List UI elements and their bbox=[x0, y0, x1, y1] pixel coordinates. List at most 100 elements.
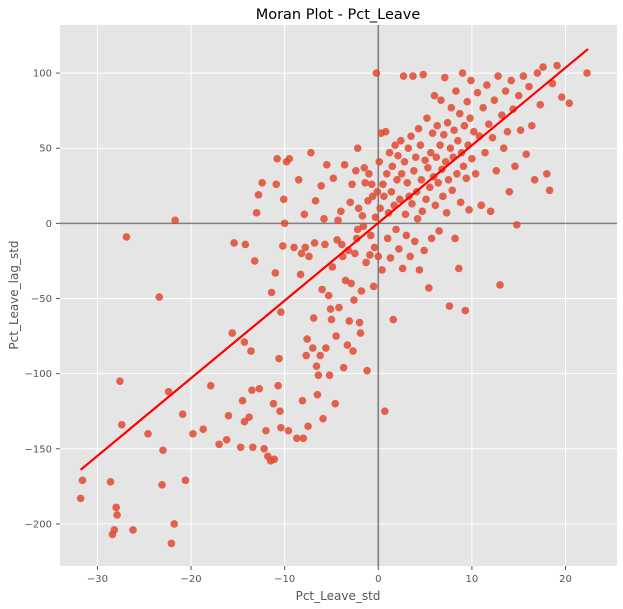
data-point bbox=[113, 511, 121, 519]
data-point bbox=[314, 371, 323, 379]
data-point bbox=[284, 426, 293, 435]
data-point bbox=[379, 180, 387, 189]
data-point bbox=[305, 252, 313, 261]
data-point bbox=[511, 162, 519, 171]
data-point bbox=[255, 384, 264, 393]
data-point bbox=[465, 206, 473, 214]
data-point bbox=[466, 114, 474, 122]
data-point bbox=[339, 363, 348, 372]
data-point bbox=[312, 362, 321, 370]
data-point bbox=[425, 183, 434, 192]
data-point bbox=[335, 303, 343, 312]
data-point bbox=[346, 198, 355, 207]
data-point bbox=[351, 249, 359, 258]
data-point bbox=[446, 144, 455, 153]
data-point bbox=[499, 144, 508, 153]
data-point bbox=[488, 133, 497, 142]
data-point bbox=[290, 243, 298, 252]
data-point bbox=[327, 315, 336, 324]
data-point bbox=[391, 141, 399, 150]
x-tick-label: −20 bbox=[181, 574, 202, 585]
data-point bbox=[271, 269, 280, 277]
data-point bbox=[381, 127, 390, 136]
data-point bbox=[505, 188, 514, 196]
data-point bbox=[117, 420, 126, 429]
data-point bbox=[277, 423, 285, 432]
data-point bbox=[498, 111, 506, 119]
data-point bbox=[473, 88, 482, 97]
data-point bbox=[276, 407, 284, 416]
data-point bbox=[302, 351, 311, 360]
y-tick-label: 0 bbox=[46, 219, 52, 230]
data-point bbox=[228, 329, 237, 337]
data-point bbox=[441, 157, 450, 166]
data-point bbox=[337, 240, 346, 249]
data-point bbox=[428, 129, 437, 137]
data-point bbox=[396, 195, 404, 204]
x-tick-label: 0 bbox=[375, 574, 381, 585]
data-point bbox=[347, 279, 355, 288]
data-point bbox=[501, 87, 510, 95]
data-point bbox=[442, 209, 451, 217]
data-point bbox=[430, 91, 439, 100]
data-point bbox=[334, 216, 342, 225]
data-point bbox=[294, 175, 303, 184]
data-point bbox=[78, 476, 87, 485]
data-point bbox=[280, 219, 289, 228]
data-point bbox=[436, 141, 444, 150]
data-point bbox=[392, 225, 400, 234]
data-point bbox=[272, 180, 281, 189]
data-point bbox=[309, 314, 318, 322]
data-point bbox=[310, 239, 319, 247]
data-point bbox=[300, 210, 309, 219]
data-point bbox=[400, 157, 409, 166]
data-point bbox=[448, 186, 457, 195]
data-point bbox=[373, 188, 382, 196]
plot-area bbox=[60, 25, 617, 566]
data-point bbox=[462, 174, 471, 183]
data-point bbox=[416, 141, 425, 150]
data-point bbox=[397, 169, 406, 178]
scatter-points bbox=[76, 61, 591, 548]
data-point bbox=[565, 99, 574, 107]
data-point bbox=[486, 207, 495, 216]
data-point bbox=[431, 201, 440, 210]
data-point bbox=[267, 288, 276, 297]
data-point bbox=[426, 148, 435, 157]
data-point bbox=[247, 347, 255, 355]
data-point bbox=[381, 407, 389, 416]
y-tick-label: −150 bbox=[25, 444, 52, 455]
data-point bbox=[158, 481, 166, 489]
data-point bbox=[301, 243, 310, 252]
data-point bbox=[260, 444, 268, 453]
data-point bbox=[368, 192, 377, 201]
x-tick-label: −10 bbox=[274, 574, 295, 585]
data-point bbox=[477, 201, 486, 210]
data-point bbox=[415, 266, 424, 274]
data-point bbox=[345, 317, 354, 325]
data-point bbox=[343, 341, 352, 349]
data-point bbox=[454, 136, 462, 145]
x-axis-label: Pct_Leave_std bbox=[296, 589, 381, 603]
data-point bbox=[189, 429, 197, 438]
data-point bbox=[423, 114, 431, 122]
y-tick-label: 100 bbox=[33, 69, 52, 80]
data-point bbox=[329, 174, 338, 183]
data-point bbox=[389, 315, 398, 324]
data-point bbox=[463, 97, 472, 106]
data-point bbox=[116, 377, 124, 385]
data-point bbox=[425, 284, 433, 292]
data-point bbox=[359, 222, 368, 231]
data-point bbox=[393, 175, 401, 184]
data-point bbox=[367, 180, 376, 189]
data-point bbox=[361, 178, 369, 187]
data-point bbox=[503, 127, 512, 136]
data-point bbox=[536, 100, 545, 109]
data-point bbox=[340, 160, 349, 169]
data-point bbox=[483, 81, 491, 89]
y-tick-label: 50 bbox=[39, 144, 52, 155]
data-point bbox=[548, 79, 557, 88]
data-point bbox=[349, 347, 357, 355]
data-point bbox=[303, 335, 311, 343]
data-point bbox=[144, 429, 152, 438]
